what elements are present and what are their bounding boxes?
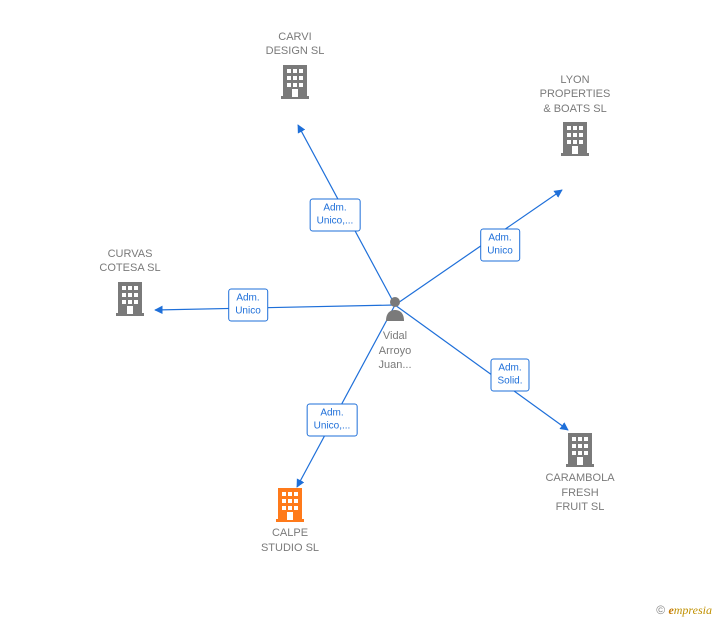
node-label: LYONPROPERTIES& BOATS SL bbox=[530, 73, 620, 116]
copyright: © empresia bbox=[656, 603, 712, 618]
node-label: CARVIDESIGN SL bbox=[250, 30, 340, 59]
edge-label-lyon: Adm.Unico bbox=[480, 229, 520, 262]
node-curvas[interactable]: CURVASCOTESA SL bbox=[85, 247, 175, 320]
brand-rest: mpresia bbox=[674, 603, 712, 617]
building-icon bbox=[114, 280, 146, 316]
building-icon bbox=[274, 486, 306, 522]
edge-label-carvi: Adm.Unico,... bbox=[310, 199, 361, 232]
node-calpe[interactable]: CALPESTUDIO SL bbox=[245, 482, 335, 555]
person-icon bbox=[384, 295, 406, 321]
building-icon bbox=[279, 63, 311, 99]
node-label: CALPESTUDIO SL bbox=[245, 526, 335, 555]
node-label: VidalArroyoJuan... bbox=[350, 329, 440, 372]
edge-label-curvas: Adm.Unico bbox=[228, 289, 268, 322]
edge-lyon bbox=[395, 190, 562, 305]
copyright-symbol: © bbox=[656, 603, 665, 617]
node-carvi[interactable]: CARVIDESIGN SL bbox=[250, 30, 340, 103]
node-carambola[interactable]: CARAMBOLAFRESHFRUIT SL bbox=[535, 427, 625, 514]
node-label: CURVASCOTESA SL bbox=[85, 247, 175, 276]
node-lyon[interactable]: LYONPROPERTIES& BOATS SL bbox=[530, 73, 620, 160]
building-icon bbox=[564, 431, 596, 467]
edge-label-carambola: Adm.Solid. bbox=[490, 359, 529, 392]
building-icon bbox=[559, 120, 591, 156]
node-label: CARAMBOLAFRESHFRUIT SL bbox=[535, 471, 625, 514]
node-vidal[interactable]: VidalArroyoJuan... bbox=[350, 291, 440, 372]
brand: empresia bbox=[668, 603, 712, 617]
diagram-canvas: VidalArroyoJuan... CARVIDESIGN SL LYONPRO… bbox=[0, 0, 728, 630]
edge-label-calpe: Adm.Unico,... bbox=[307, 404, 358, 437]
